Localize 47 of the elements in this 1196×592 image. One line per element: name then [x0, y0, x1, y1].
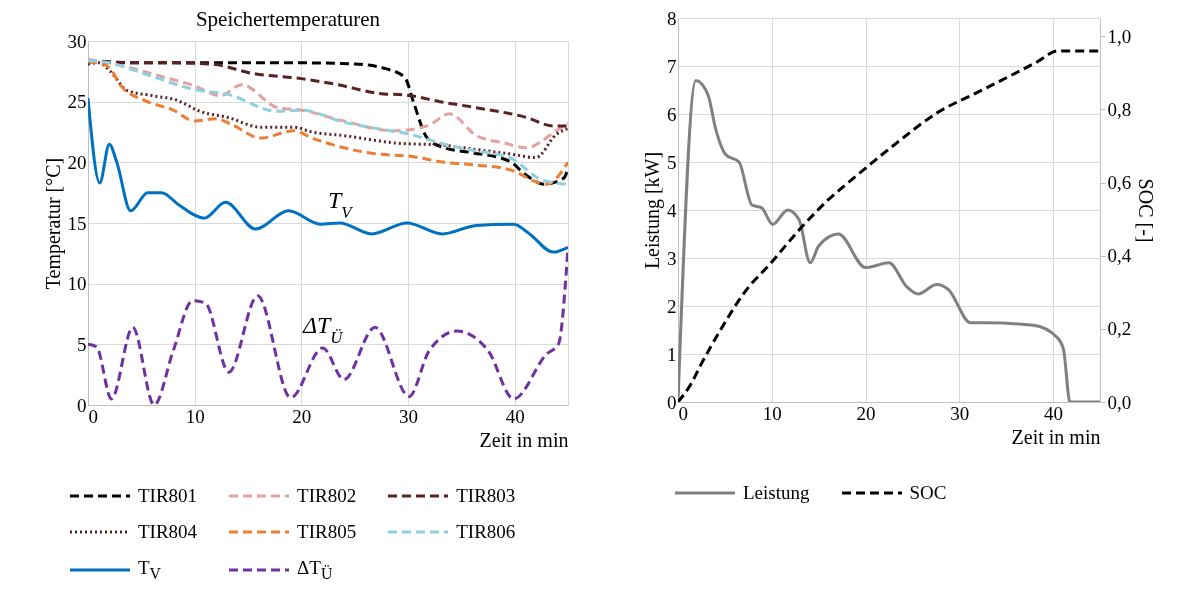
- legend-label: SOC: [909, 482, 947, 504]
- legend-label: Leistung: [743, 482, 810, 504]
- x-tick-label: 40: [505, 405, 525, 427]
- y-axis-title: Leistung [kW]: [641, 151, 664, 270]
- x-tick-label: 20: [292, 405, 312, 427]
- y2-tick-label: 0,6: [1107, 172, 1132, 194]
- y-tick-label: 10: [67, 273, 87, 295]
- y-tick-label: 30: [67, 30, 87, 52]
- legend-label: TIR801: [138, 485, 198, 507]
- y2-tick-label: 1,0: [1107, 25, 1132, 47]
- y-tick-label: 15: [67, 212, 87, 234]
- y-tick-label: 8: [667, 7, 677, 29]
- y2-tick-label: 0,4: [1107, 245, 1132, 267]
- x-axis-title: Zeit in min: [1011, 425, 1101, 448]
- legend-label: TIR805: [297, 521, 357, 543]
- annotation: T$_{V}$: [327, 187, 354, 222]
- y-tick-label: 6: [667, 103, 677, 125]
- legend-label: TIR806: [456, 521, 516, 543]
- y-tick-label: 5: [77, 333, 87, 355]
- legend-label: ΔT$_{Ü}$: [297, 557, 333, 583]
- y-tick-label: 3: [667, 247, 677, 269]
- x-tick-label: 10: [762, 402, 782, 424]
- y-tick-label: 2: [667, 295, 677, 317]
- y2-axis-title: SOC [-]: [1135, 178, 1158, 243]
- x-tick-label: 30: [399, 405, 418, 427]
- legend-label: TIR804: [138, 521, 198, 543]
- y2-tick-label: 0,8: [1107, 98, 1132, 120]
- x-tick-label: 30: [950, 402, 970, 424]
- y-axis-title: Temperatur [°C]: [41, 157, 65, 290]
- y-tick-label: 1: [667, 343, 677, 365]
- x-tick-label: 40: [1044, 402, 1064, 424]
- y2-tick-label: 0,2: [1107, 318, 1132, 340]
- legend-label: TIR803: [456, 485, 516, 507]
- y2-tick-label: 0,0: [1107, 391, 1132, 413]
- x-tick-label: 10: [185, 405, 205, 427]
- y-tick-label: 7: [667, 55, 677, 77]
- x-tick-label: 20: [856, 402, 876, 424]
- line-series: [88, 96, 568, 254]
- annotation: ΔT$_{Ü}$: [301, 311, 345, 347]
- chart-title: Speichertemperaturen: [195, 7, 381, 31]
- y-tick-label: 5: [667, 151, 677, 173]
- y-tick-label: 20: [67, 151, 87, 173]
- y-tick-label: 25: [67, 91, 87, 113]
- legend-label: T$_{V}$: [138, 557, 162, 583]
- legend-label: TIR802: [297, 485, 357, 507]
- x-axis-title: Zeit in min: [479, 428, 569, 451]
- y-tick-label: 4: [667, 199, 677, 221]
